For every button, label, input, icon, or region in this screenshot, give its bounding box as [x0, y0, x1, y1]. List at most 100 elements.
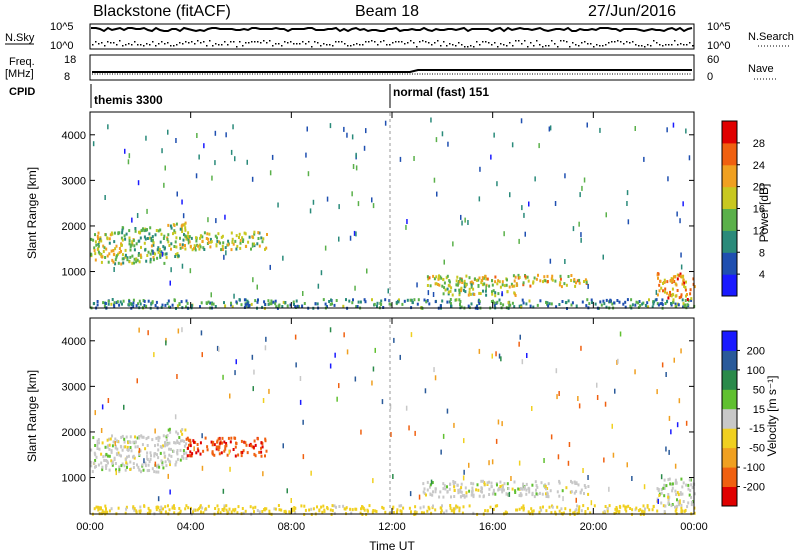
echo-point — [520, 118, 523, 124]
echo-point — [425, 300, 428, 304]
echo-point — [684, 288, 687, 292]
echo-point — [543, 275, 546, 279]
echo-point — [624, 305, 627, 309]
echo-point — [209, 237, 212, 241]
echo-point — [565, 486, 568, 490]
echo-point — [659, 302, 662, 306]
echo-point — [250, 302, 253, 306]
echo-point — [460, 214, 462, 220]
echo-point — [126, 258, 129, 262]
echo-point — [420, 511, 423, 515]
echo-point — [111, 298, 114, 301]
echo-point — [297, 305, 300, 309]
echo-point — [145, 259, 148, 263]
echo-point — [450, 286, 453, 290]
echo-point — [583, 177, 586, 183]
echo-point — [136, 258, 139, 262]
echo-point — [96, 303, 99, 307]
echo-point — [682, 302, 685, 306]
echo-point — [147, 330, 149, 336]
noise-search-point — [506, 45, 508, 47]
echo-point — [491, 283, 494, 287]
echo-point — [245, 244, 248, 248]
echo-point — [302, 291, 304, 296]
echo-point — [236, 511, 239, 515]
echo-point — [225, 444, 228, 448]
echo-point — [486, 481, 489, 485]
colorbar-segment — [722, 186, 737, 209]
echo-point — [92, 238, 95, 242]
echo-point — [663, 278, 666, 282]
echo-point — [221, 248, 224, 251]
echo-point — [107, 454, 109, 458]
noise-search-point — [608, 42, 610, 44]
echo-point — [506, 290, 509, 294]
nave-tick-top: 60 — [707, 54, 719, 66]
echo-point — [611, 302, 614, 306]
echo-point — [231, 305, 234, 309]
echo-point — [494, 275, 497, 279]
echo-point — [390, 432, 392, 437]
echo-point — [216, 239, 219, 243]
echo-point — [171, 303, 174, 307]
noise-search-point — [233, 41, 235, 43]
echo-point — [472, 493, 475, 497]
echo-point — [388, 511, 391, 515]
echo-point — [175, 236, 178, 240]
echo-point — [132, 238, 135, 242]
echo-point — [513, 279, 516, 283]
echo-point — [643, 156, 645, 162]
echo-point — [176, 439, 179, 443]
echo-point — [147, 299, 150, 303]
echo-point — [539, 506, 542, 510]
echo-point — [100, 461, 103, 465]
colorbar-segment — [722, 467, 737, 487]
echo-point — [682, 500, 685, 503]
echo-point — [461, 511, 464, 515]
echo-point — [130, 243, 133, 247]
echo-point — [232, 448, 235, 451]
echo-point — [655, 298, 658, 302]
echo-point — [458, 293, 461, 297]
echo-point — [230, 303, 233, 307]
echo-point — [535, 488, 537, 492]
echo-point — [414, 505, 417, 509]
echo-point — [118, 453, 121, 457]
echo-point — [399, 509, 402, 513]
echo-point — [195, 239, 198, 243]
echo-point — [168, 427, 171, 431]
noise-search-point — [236, 46, 238, 48]
colorbar-tick-label: -100 — [743, 462, 765, 474]
echo-point — [441, 299, 444, 303]
echo-point — [294, 511, 297, 515]
echo-point — [282, 443, 284, 449]
echo-point — [217, 437, 220, 441]
echo-point — [589, 511, 592, 515]
echo-point — [153, 454, 156, 458]
noise-search-point — [578, 45, 580, 47]
echo-point — [550, 511, 553, 515]
echo-point — [335, 505, 337, 509]
echo-point — [692, 500, 694, 504]
noise-search-point — [188, 42, 190, 44]
echo-point — [674, 275, 677, 278]
echo-point — [655, 289, 658, 295]
echo-point — [460, 278, 463, 282]
echo-point — [667, 501, 670, 505]
echo-point — [674, 478, 677, 482]
echo-point — [680, 477, 683, 481]
echo-point — [604, 505, 607, 508]
echo-point — [306, 126, 308, 132]
echo-point — [98, 441, 100, 445]
noise-search-point — [413, 42, 415, 44]
echo-point — [432, 490, 434, 494]
noise-search-point — [290, 41, 292, 43]
echo-point — [96, 444, 99, 447]
noise-search-point — [563, 40, 565, 42]
noise-search-point — [224, 41, 226, 43]
echo-point — [693, 492, 696, 496]
echo-point — [581, 185, 583, 191]
echo-point — [282, 255, 284, 261]
echo-point — [508, 491, 511, 497]
echo-point — [329, 363, 332, 369]
